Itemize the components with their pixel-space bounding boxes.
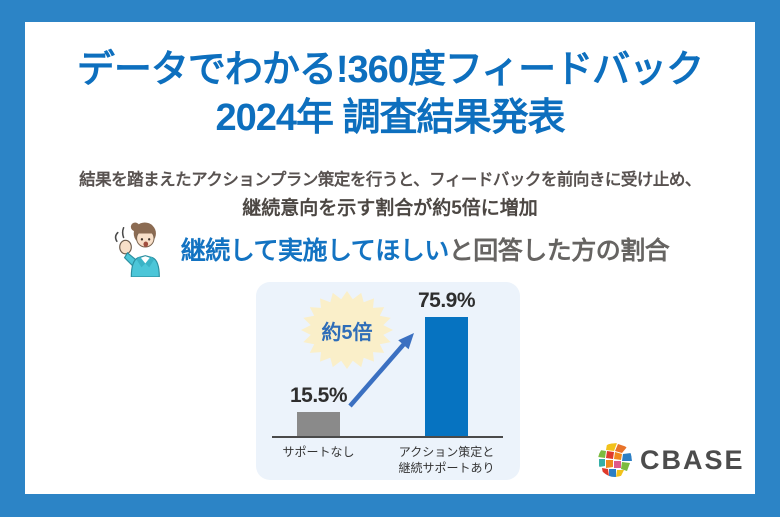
heading-gray-part: と回答した方の割合 — [448, 237, 670, 265]
title-line-2: 2024年 調査結果発表 — [215, 97, 565, 139]
cbase-logo-text: CBASE — [640, 444, 745, 475]
bar-column-no-support: 15.5% — [276, 384, 361, 436]
x-axis-line — [272, 436, 503, 438]
multiplier-annotation: 約5倍 — [321, 321, 373, 344]
starburst-icon — [301, 291, 393, 369]
highlighted-text: 継続意向を示す割合が約5倍に増加 — [224, 193, 556, 223]
bar-column-with-support: 75.9% — [404, 289, 489, 436]
cbase-globe-icon — [598, 443, 632, 477]
subtitle-line-2: 継続意向を示す割合が約5倍に増加 — [25, 193, 755, 223]
content-sheet: データでわかる!360度フィードバック 2024年 調査結果発表 結果を踏まえた… — [25, 22, 755, 494]
starburst-badge: 約5倍 — [300, 290, 394, 370]
x-axis-label-no-support: サポートなし — [282, 445, 355, 459]
x-axis-label-with-support: アクション策定と 継続サポートあり — [398, 445, 495, 476]
waving-woman-illustration — [114, 222, 160, 277]
bar-value-label: 75.9% — [417, 289, 476, 312]
bar-value-label: 15.5% — [289, 384, 348, 407]
subtitle-line-1: 結果を踏まえたアクションプラン策定を行うと、フィードバックを前向きに受け止め、 — [79, 171, 701, 189]
bar-chart-panel: 約5倍 15.5% 75.9% サポートなし アクション策定と 継続サポートあり — [256, 282, 520, 480]
section-heading: 継続して実施してほしいと回答した方の割合 — [181, 231, 670, 267]
section-heading-row: 継続して実施してほしいと回答した方の割合 — [25, 220, 755, 278]
increase-arrow-icon — [348, 333, 414, 408]
page-title: データでわかる!360度フィードバック 2024年 調査結果発表 — [25, 46, 755, 142]
bar-with-support — [425, 317, 468, 436]
title-line-1: データでわかる!360度フィードバック — [76, 49, 704, 91]
bar-no-support — [297, 412, 340, 436]
heading-blue-part: 継続して実施してほしい — [180, 237, 450, 265]
cbase-logo: CBASE — [597, 442, 745, 478]
